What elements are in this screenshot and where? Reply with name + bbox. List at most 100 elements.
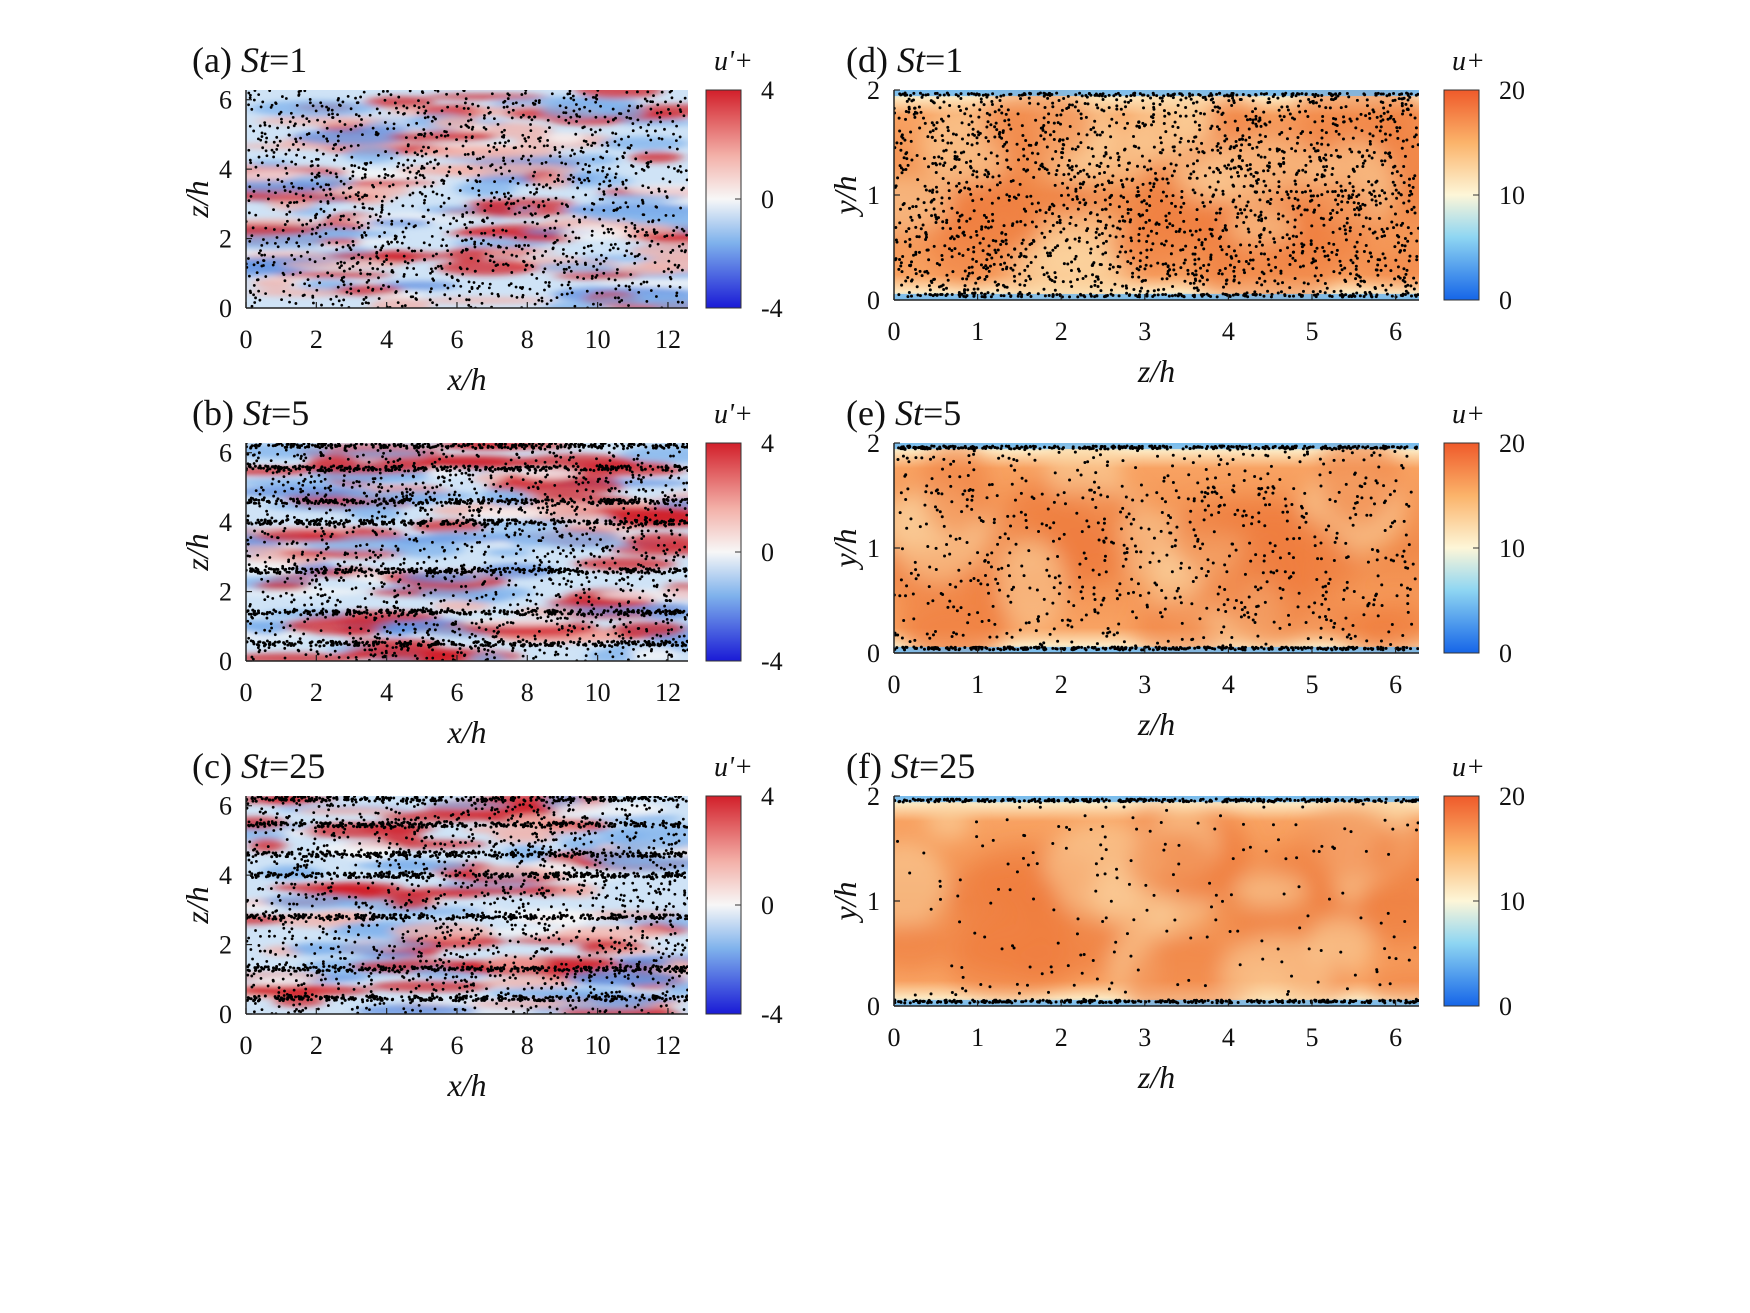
particle xyxy=(376,449,380,452)
particle xyxy=(555,296,559,300)
particle xyxy=(339,576,343,580)
particle xyxy=(364,606,368,609)
particle xyxy=(382,506,386,510)
particle xyxy=(577,482,581,486)
particle xyxy=(684,643,688,647)
particle xyxy=(272,642,276,646)
particle xyxy=(489,617,493,621)
particle xyxy=(680,644,684,648)
particle xyxy=(333,649,337,653)
particle xyxy=(327,486,331,490)
particle xyxy=(454,530,457,534)
particle xyxy=(432,568,436,572)
plot-area xyxy=(246,90,688,308)
particle xyxy=(424,109,428,113)
particle xyxy=(331,116,334,119)
particle xyxy=(661,177,665,181)
particle xyxy=(255,643,259,647)
particle xyxy=(301,465,305,469)
particle xyxy=(295,200,299,204)
particle xyxy=(470,514,474,517)
particle xyxy=(384,500,388,504)
particle xyxy=(644,506,647,510)
particle xyxy=(373,616,377,620)
particle xyxy=(415,567,419,571)
particle xyxy=(392,464,396,468)
particle xyxy=(455,104,459,108)
particle xyxy=(382,284,385,287)
particle xyxy=(662,499,666,503)
panel-title-var: St xyxy=(241,40,270,80)
particle xyxy=(464,471,468,475)
particle xyxy=(456,234,459,238)
particle xyxy=(520,93,524,96)
particle xyxy=(323,593,327,597)
particle xyxy=(565,292,569,296)
particle xyxy=(401,230,405,234)
particle xyxy=(440,109,444,113)
particle xyxy=(435,252,438,256)
particle xyxy=(397,501,401,505)
particle xyxy=(624,641,628,645)
particle xyxy=(667,107,670,111)
particle xyxy=(252,98,256,102)
particle xyxy=(568,177,572,181)
particle xyxy=(548,577,552,581)
particle xyxy=(553,146,557,149)
particle xyxy=(323,466,327,470)
particle xyxy=(268,90,272,93)
particle xyxy=(504,202,508,206)
particle xyxy=(682,481,686,485)
particle xyxy=(617,219,620,222)
particle xyxy=(497,245,500,249)
particle xyxy=(643,97,647,101)
particle xyxy=(602,209,606,212)
particle xyxy=(507,583,511,587)
particle xyxy=(458,647,462,650)
particle xyxy=(544,465,548,469)
particle xyxy=(478,180,482,183)
particle xyxy=(404,533,408,537)
particle xyxy=(484,466,488,470)
particle xyxy=(606,120,610,124)
particle xyxy=(481,637,485,641)
particle xyxy=(533,608,537,612)
particle xyxy=(553,611,557,615)
particle xyxy=(403,640,407,644)
particle xyxy=(307,443,311,445)
particle xyxy=(554,196,558,200)
particle xyxy=(349,567,353,571)
particle xyxy=(427,633,430,637)
particle xyxy=(462,500,466,504)
particle xyxy=(476,202,480,206)
particle xyxy=(676,553,680,557)
particle xyxy=(599,613,603,617)
particle xyxy=(561,252,565,256)
particle xyxy=(613,487,617,490)
particle xyxy=(288,133,291,137)
particle xyxy=(491,221,494,225)
particle xyxy=(648,567,652,571)
particle xyxy=(500,499,504,503)
particle xyxy=(292,628,296,632)
particle xyxy=(326,600,329,603)
particle xyxy=(510,294,514,298)
particle xyxy=(606,227,610,231)
particle xyxy=(402,163,405,167)
particle xyxy=(614,193,618,196)
particle xyxy=(435,149,438,153)
particle xyxy=(305,133,309,136)
particle xyxy=(489,474,493,478)
particle xyxy=(530,273,534,276)
particle xyxy=(497,294,500,298)
particle xyxy=(380,515,384,518)
particle xyxy=(611,131,615,135)
particle xyxy=(396,111,400,114)
particle xyxy=(543,234,547,238)
particle xyxy=(344,518,348,522)
velocity-streak xyxy=(485,548,532,557)
particle xyxy=(246,518,250,522)
particle xyxy=(574,468,578,472)
particle xyxy=(272,155,276,159)
particle xyxy=(364,574,368,578)
